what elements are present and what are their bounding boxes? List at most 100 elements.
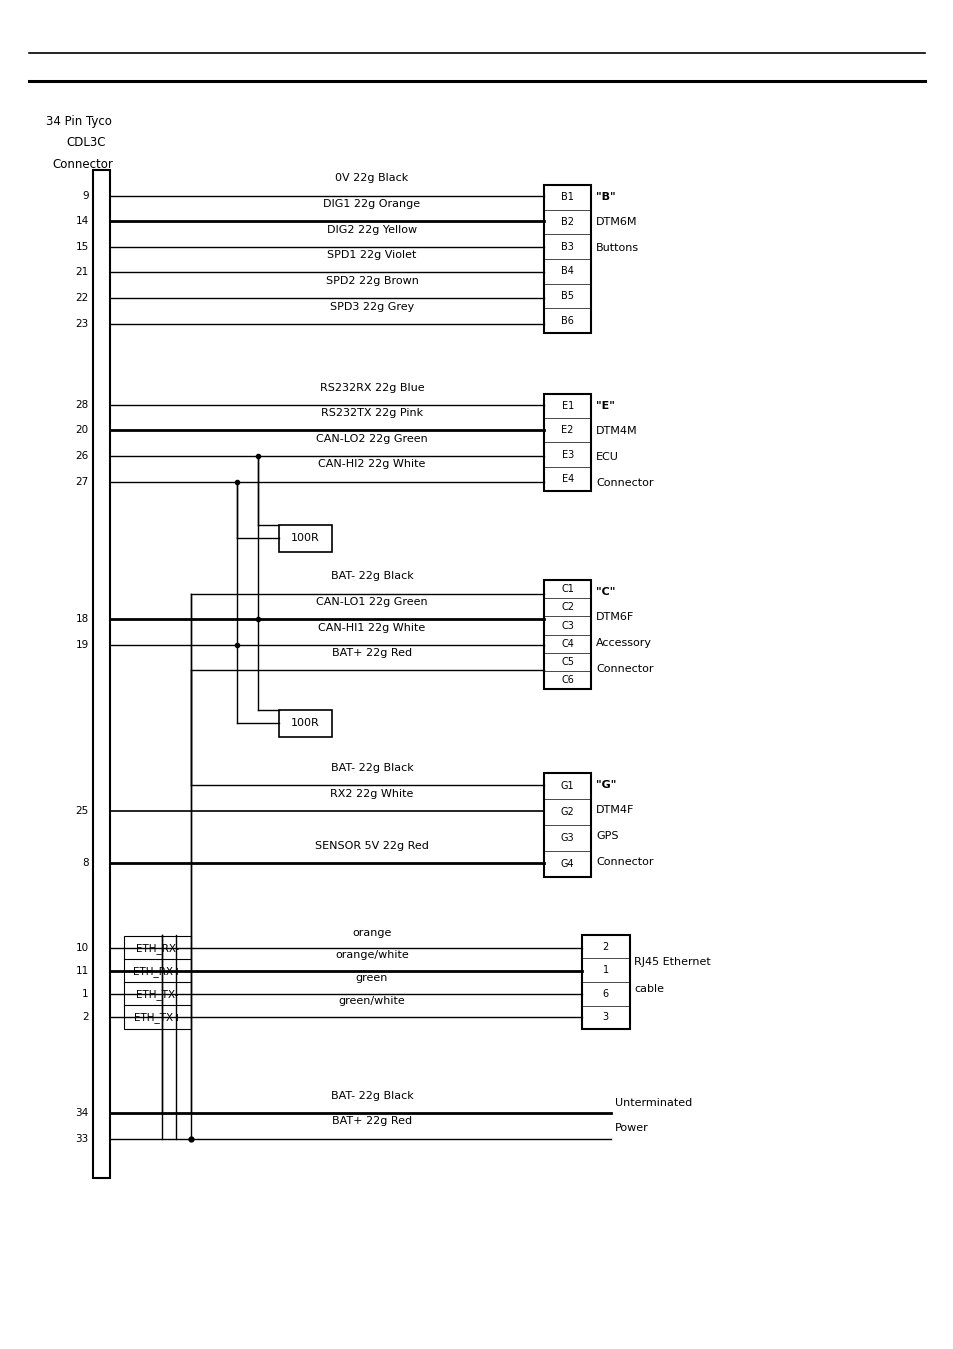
- Text: C4: C4: [560, 639, 574, 649]
- Text: 11: 11: [75, 966, 89, 977]
- Bar: [124, 1005, 191, 1029]
- Text: 25: 25: [75, 805, 89, 816]
- Text: RX2 22g White: RX2 22g White: [330, 789, 414, 799]
- Text: B4: B4: [560, 266, 574, 277]
- Text: G3: G3: [560, 832, 574, 843]
- Text: DTM4F: DTM4F: [596, 805, 634, 815]
- Bar: [278, 525, 331, 552]
- Text: 23: 23: [75, 318, 89, 329]
- Text: Unterminated: Unterminated: [615, 1098, 692, 1109]
- Text: "E": "E": [596, 401, 615, 410]
- Text: E1: E1: [561, 401, 573, 411]
- Text: DIG1 22g Orange: DIG1 22g Orange: [323, 200, 420, 209]
- Text: SENSOR 5V 22g Red: SENSOR 5V 22g Red: [314, 842, 429, 851]
- Text: B2: B2: [560, 217, 574, 227]
- Text: C1: C1: [560, 584, 574, 594]
- Text: 2: 2: [602, 942, 608, 951]
- Bar: [543, 394, 591, 491]
- Text: B1: B1: [560, 192, 574, 202]
- Text: SPD3 22g Grey: SPD3 22g Grey: [330, 302, 414, 312]
- Text: CAN-HI2 22g White: CAN-HI2 22g White: [318, 460, 425, 469]
- Text: Connector: Connector: [596, 478, 653, 487]
- Text: B6: B6: [560, 316, 574, 326]
- Bar: [581, 935, 629, 1029]
- Text: E3: E3: [561, 449, 573, 460]
- Text: 10: 10: [75, 943, 89, 954]
- Bar: [93, 170, 110, 1178]
- Text: BAT+ 22g Red: BAT+ 22g Red: [332, 1117, 412, 1126]
- Text: 14: 14: [75, 216, 89, 227]
- Text: E2: E2: [561, 425, 573, 436]
- Text: BAT- 22g Black: BAT- 22g Black: [331, 764, 413, 773]
- Text: SPD2 22g Brown: SPD2 22g Brown: [325, 277, 418, 286]
- Text: 100R: 100R: [291, 718, 319, 728]
- Text: Accessory: Accessory: [596, 638, 652, 648]
- Text: ETH_RX+: ETH_RX+: [133, 966, 181, 977]
- Bar: [124, 959, 191, 983]
- Text: CDL3C: CDL3C: [67, 136, 106, 150]
- Text: 28: 28: [75, 399, 89, 410]
- Text: 100R: 100R: [291, 533, 319, 544]
- Text: 15: 15: [75, 241, 89, 252]
- Text: 34: 34: [75, 1108, 89, 1118]
- Text: 0V 22g Black: 0V 22g Black: [335, 174, 408, 183]
- Text: ETH_TX-: ETH_TX-: [136, 989, 178, 1000]
- Text: Connector: Connector: [596, 664, 653, 673]
- Text: 3: 3: [602, 1013, 608, 1023]
- Text: ETH_RX-: ETH_RX-: [135, 943, 179, 954]
- Text: B5: B5: [560, 291, 574, 301]
- Text: G2: G2: [560, 807, 574, 817]
- Text: Connector: Connector: [596, 857, 653, 866]
- Text: 2: 2: [82, 1012, 89, 1023]
- Text: B3: B3: [560, 241, 574, 252]
- Bar: [124, 936, 191, 960]
- Text: RJ45 Ethernet: RJ45 Ethernet: [634, 956, 710, 967]
- Text: 18: 18: [75, 614, 89, 625]
- Text: SPD1 22g Violet: SPD1 22g Violet: [327, 251, 416, 260]
- Text: BAT- 22g Black: BAT- 22g Black: [331, 1091, 413, 1101]
- Bar: [543, 773, 591, 877]
- Text: 34 Pin Tyco: 34 Pin Tyco: [46, 115, 112, 128]
- Text: 26: 26: [75, 451, 89, 461]
- Bar: [278, 710, 331, 737]
- Text: DTM4M: DTM4M: [596, 426, 638, 436]
- Text: RS232TX 22g Pink: RS232TX 22g Pink: [320, 409, 423, 418]
- Text: "G": "G": [596, 780, 616, 789]
- Text: 6: 6: [602, 989, 608, 998]
- Text: 27: 27: [75, 476, 89, 487]
- Text: ECU: ECU: [596, 452, 618, 461]
- Text: orange: orange: [352, 928, 392, 938]
- Text: Power: Power: [615, 1122, 648, 1133]
- Text: "C": "C": [596, 587, 615, 596]
- Text: DIG2 22g Yellow: DIG2 22g Yellow: [327, 225, 416, 235]
- Text: green: green: [355, 974, 388, 983]
- Text: C3: C3: [560, 621, 574, 630]
- Text: RS232RX 22g Blue: RS232RX 22g Blue: [319, 383, 424, 393]
- Text: "B": "B": [596, 192, 616, 201]
- Text: 1: 1: [602, 966, 608, 975]
- Bar: [543, 185, 591, 333]
- Text: DTM6M: DTM6M: [596, 217, 638, 227]
- Text: 19: 19: [75, 639, 89, 650]
- Text: C2: C2: [560, 603, 574, 612]
- Text: CAN-LO1 22g Green: CAN-LO1 22g Green: [315, 598, 428, 607]
- Text: G4: G4: [560, 859, 574, 869]
- Text: Connector: Connector: [52, 158, 113, 171]
- Text: 21: 21: [75, 267, 89, 278]
- Text: 22: 22: [75, 293, 89, 304]
- Text: ETH_TX+: ETH_TX+: [133, 1012, 181, 1023]
- Text: C6: C6: [560, 676, 574, 685]
- Text: 33: 33: [75, 1133, 89, 1144]
- Text: G1: G1: [560, 781, 574, 791]
- Text: C5: C5: [560, 657, 574, 666]
- Text: DTM6F: DTM6F: [596, 612, 634, 622]
- Text: CAN-LO2 22g Green: CAN-LO2 22g Green: [315, 434, 428, 444]
- Text: 1: 1: [82, 989, 89, 1000]
- Text: 20: 20: [75, 425, 89, 436]
- Text: 8: 8: [82, 858, 89, 869]
- Text: GPS: GPS: [596, 831, 618, 840]
- Bar: [543, 580, 591, 689]
- Text: 9: 9: [82, 190, 89, 201]
- Text: green/white: green/white: [338, 997, 405, 1006]
- Text: BAT+ 22g Red: BAT+ 22g Red: [332, 649, 412, 658]
